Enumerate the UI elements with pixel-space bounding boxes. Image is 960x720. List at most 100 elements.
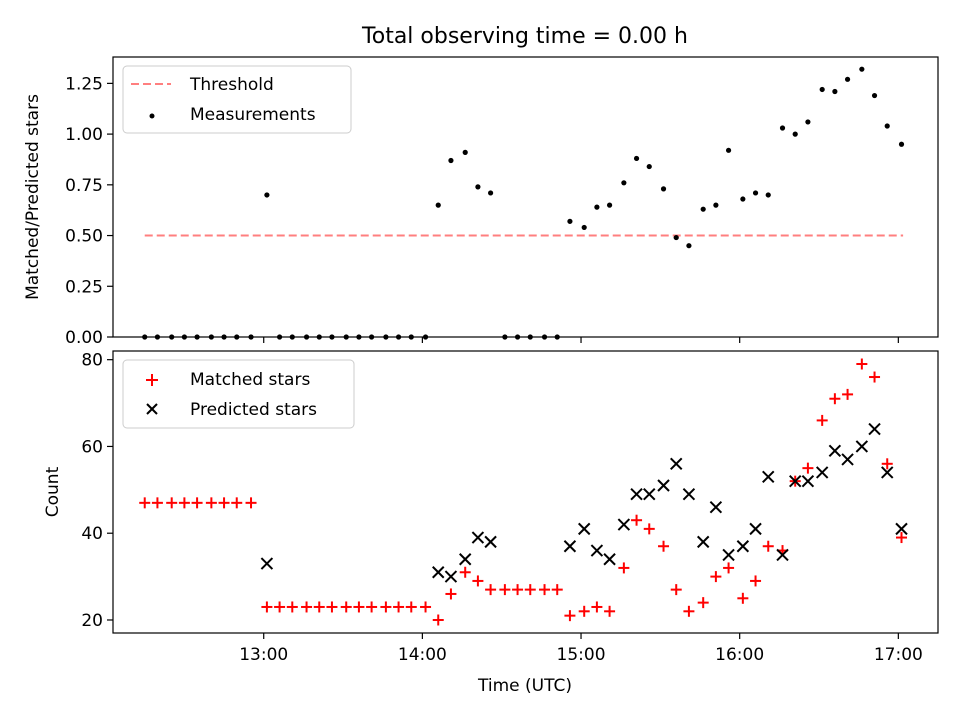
matched-star-point <box>191 497 203 509</box>
matched-star-point <box>326 601 338 613</box>
matched-star-point <box>564 610 576 622</box>
bottom-x-ticks: 13:00 14:00 15:00 16:00 17:00 <box>239 633 923 665</box>
measurement-point <box>832 88 838 95</box>
matched-star-point <box>829 393 841 405</box>
matched-star-point <box>301 601 313 613</box>
matched-star-point <box>896 532 908 544</box>
matched-star-point <box>499 584 511 596</box>
measurement-point <box>633 155 640 162</box>
legend-threshold-label: Threshold <box>189 75 274 95</box>
top-x-ticks <box>263 337 899 343</box>
matched-star-point <box>842 388 854 400</box>
matched-star-point <box>750 575 762 587</box>
bottom-xtick-label: 17:00 <box>874 645 923 665</box>
matched-star-point <box>697 597 709 609</box>
matched-star-point <box>591 601 603 613</box>
measurement-point <box>475 184 481 190</box>
matched-star-point <box>723 562 735 574</box>
matched-star-point <box>485 584 497 596</box>
top-axes-frame <box>112 56 939 338</box>
predicted-star-point <box>722 548 735 562</box>
matched-star-point <box>524 584 536 596</box>
measurement-point <box>765 192 771 198</box>
measurement-point <box>700 206 706 212</box>
predicted-star-point <box>736 540 750 553</box>
predicted-star-point <box>709 500 723 514</box>
top-panel: 0.00 0.25 0.50 0.75 1.00 1.25 Matched/Predict… <box>23 56 939 348</box>
predicted-star-point <box>749 522 762 536</box>
measurement-point <box>752 190 759 196</box>
matched-star-point <box>472 575 484 587</box>
matched-star-point <box>274 601 286 613</box>
legend-measurements-swatch <box>149 113 155 119</box>
measurement-point <box>581 224 587 231</box>
top-ytick-label: 0.50 <box>65 227 103 247</box>
predicted-star-point <box>260 557 274 570</box>
matched-star-point <box>551 584 563 596</box>
matched-star-point <box>151 497 163 509</box>
measurement-point <box>805 119 811 125</box>
bottom-ytick-label: 40 <box>81 524 103 544</box>
top-ytick-label: 0.25 <box>65 277 103 297</box>
predicted-star-point <box>855 440 869 453</box>
predicted-star-point <box>459 553 472 566</box>
measurement-point <box>792 131 798 137</box>
measurement-point <box>673 234 679 241</box>
predicted-star-point <box>868 422 881 436</box>
measurement-point <box>448 157 454 164</box>
matched-star-point <box>631 514 643 526</box>
matched-star-point <box>539 584 551 596</box>
bottom-axes-frame <box>112 350 939 634</box>
matched-star-point <box>762 540 774 552</box>
matched-star-point <box>578 605 590 617</box>
predicted-star-point <box>471 531 485 544</box>
matched-star-point <box>643 523 655 535</box>
predicted-star-point <box>881 466 894 479</box>
predicted-star-point <box>696 535 710 549</box>
legend-measurements-label: Measurements <box>190 105 316 125</box>
matched-star-point <box>261 601 273 613</box>
matched-star-point <box>816 414 828 426</box>
matched-star-point <box>512 584 524 596</box>
measurement-point <box>621 180 627 186</box>
bottom-legend-box <box>122 359 355 429</box>
bottom-y-axis-label: Count <box>43 466 63 517</box>
predicted-star-point <box>815 466 829 479</box>
measurement-point <box>713 202 719 208</box>
matched-star-point <box>366 601 378 613</box>
matched-star-point <box>405 601 417 613</box>
predicted-star-point <box>670 457 683 471</box>
measurement-point <box>725 147 732 153</box>
matched-star-point <box>658 540 670 552</box>
measurement-point <box>898 141 905 147</box>
bottom-y-ticks: 20 40 60 80 <box>81 351 113 631</box>
bottom-ytick-label: 80 <box>81 351 103 371</box>
matched-star-point <box>737 592 749 604</box>
measurement-point <box>779 125 786 131</box>
measurement-point <box>264 192 270 198</box>
measurement-point <box>844 76 851 82</box>
predicted-star-point <box>841 453 854 466</box>
predicted-star-point <box>444 570 458 583</box>
measurement-point <box>435 202 441 208</box>
measurement-point <box>487 190 494 196</box>
legend-matched-swatch <box>146 374 158 386</box>
chart-title: Total observing time = 0.00 h <box>361 24 688 49</box>
matched-star-point <box>710 571 722 583</box>
bottom-ytick-label: 60 <box>81 437 103 457</box>
top-legend: Threshold Measurements <box>122 65 352 134</box>
matched-star-point <box>340 601 352 613</box>
matched-star-point <box>881 458 893 470</box>
predicted-star-point <box>801 474 815 488</box>
measurement-point <box>686 243 692 249</box>
top-ytick-label: 0.00 <box>65 328 103 348</box>
matched-star-point <box>459 566 471 578</box>
measurement-point <box>646 163 652 170</box>
top-ytick-label: 1.00 <box>65 125 103 145</box>
matched-star-point <box>205 497 217 509</box>
measurement-point <box>740 196 746 202</box>
matched-star-point <box>618 562 630 574</box>
measurement-point <box>859 66 865 72</box>
legend-predicted-label: Predicted stars <box>190 400 317 420</box>
